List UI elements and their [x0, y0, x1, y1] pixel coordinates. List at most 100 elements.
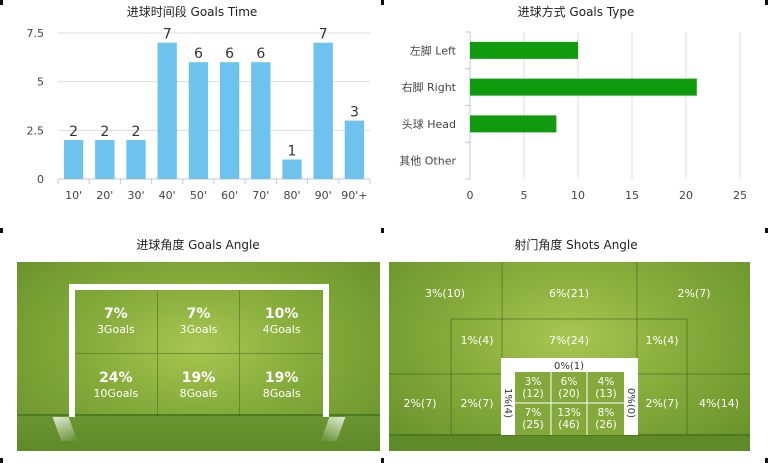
goals-time-title: 进球时间段 Goals Time	[126, 5, 258, 19]
corner-mark	[381, 458, 384, 463]
shots-angle-title: 射门角度 Shots Angle	[514, 238, 638, 252]
bar	[251, 62, 271, 180]
corner-mark	[765, 228, 768, 233]
bar	[282, 159, 302, 179]
zone-label: 2%(7)	[677, 287, 710, 300]
goal-zone-cell: 7% 3Goals	[75, 290, 158, 354]
goal-zone-cell: 10% 4Goals	[240, 290, 323, 354]
goal-frame-label: 1%(4)	[502, 388, 513, 418]
goal-frame	[69, 284, 329, 417]
bar-value-label: 1	[288, 144, 297, 160]
x-tick-label: 60'	[221, 189, 238, 202]
y-tick-label: 右脚 Right	[402, 80, 457, 94]
goal-zone-count: 8Goals	[179, 386, 218, 400]
goal-cell-label: 4% (13)	[595, 376, 617, 400]
bar	[470, 78, 697, 96]
corner-mark	[381, 0, 384, 5]
zone-label: 1%(4)	[645, 334, 678, 347]
bar	[63, 140, 84, 179]
x-tick-label: 70'	[252, 189, 269, 202]
bar-value-label: 6	[256, 46, 265, 62]
bar	[157, 42, 177, 179]
goals-angle-title: 进球角度 Goals Angle	[136, 238, 260, 252]
ground-line	[17, 414, 380, 416]
ground-shadow	[389, 436, 750, 451]
x-tick-label: 0	[467, 189, 474, 202]
zone-label: 2%(7)	[645, 397, 678, 410]
corner-mark	[765, 0, 768, 5]
bar-value-label: 2	[132, 124, 141, 140]
goal-zone-percent: 19%	[264, 369, 299, 386]
bar	[313, 42, 333, 179]
goal-zone-count: 8Goals	[262, 386, 301, 400]
bar	[344, 120, 365, 179]
x-tick-label: 10'	[65, 189, 82, 202]
ground-shadow	[17, 416, 380, 451]
goals-type-chart: 0 5 10 15 20 25 左脚 Left 右脚 Right 头球 Head 其他 Other	[399, 31, 747, 202]
zone-label: 7%(24)	[549, 334, 589, 347]
y-tick-label: 7.5	[27, 27, 45, 40]
goal-zone-count: 3Goals	[96, 322, 135, 336]
bar	[126, 140, 146, 179]
y-tick-label: 头球 Head	[402, 117, 456, 131]
bar	[95, 140, 115, 179]
goals-angle-pitch: 7% 3Goals 7% 3Goals 10% 4Goals 24% 10Goals 19% 8G…	[17, 262, 380, 451]
bar-value-label: 2	[69, 124, 78, 140]
bar	[470, 115, 557, 133]
x-tick-label: 20	[679, 189, 693, 202]
x-tick-label: 50'	[190, 189, 207, 202]
goals-type-title: 进球方式 Goals Type	[517, 5, 635, 19]
y-tick-label: 0	[37, 173, 44, 186]
zone-label: 4%(14)	[699, 397, 739, 410]
corner-mark	[0, 228, 3, 233]
goal-zone-cell: 19% 8Goals	[240, 354, 323, 418]
goal-cell-label: 13% (46)	[557, 407, 580, 431]
zone-label: 6%(21)	[549, 287, 589, 300]
x-tick-label: 90'+	[341, 189, 367, 202]
zone-label: 3%(10)	[425, 287, 465, 300]
goal-zone-percent: 10%	[264, 305, 299, 322]
bar-value-label: 7	[163, 27, 172, 43]
bar	[219, 62, 240, 180]
goal-zone-cell: 19% 8Goals	[158, 353, 241, 417]
x-tick-label: 40'	[159, 189, 176, 202]
corner-mark	[381, 228, 384, 233]
goal-cell-label: 7% (25)	[522, 407, 544, 431]
x-tick-label: 25	[733, 189, 747, 202]
bar-value-label: 3	[350, 105, 359, 121]
goal-cell-label: 3% (12)	[522, 376, 544, 400]
shots-angle-pitch: 3%(10) 6%(21) 2%(7) 1%(4) 7%(24) 1%(4) 2%(7) 2%…	[389, 262, 750, 451]
y-tick-label: 其他 Other	[399, 155, 456, 168]
goal-zone-count: 10Goals	[93, 386, 139, 400]
shots-angle-map: 3%(10) 6%(21) 2%(7) 1%(4) 7%(24) 1%(4) 2%(7) 2%…	[389, 262, 750, 451]
goal-zone-percent: 19%	[181, 369, 216, 386]
goals-angle-grid: 7% 3Goals 7% 3Goals 10% 4Goals 24% 10Goals 19% 8G…	[75, 290, 323, 417]
bar-value-label: 7	[319, 27, 328, 43]
bar-value-label: 6	[194, 46, 203, 62]
bar	[188, 62, 209, 180]
goal-zone-count: 3Goals	[179, 322, 218, 336]
x-tick-label: 15	[625, 189, 639, 202]
bar-value-label: 6	[225, 46, 234, 62]
goal-cell-label: 8% (26)	[595, 407, 617, 431]
y-tick-label: 5	[37, 76, 44, 89]
x-tick-label: 80'	[283, 189, 300, 202]
bar-value-label: 2	[100, 124, 109, 140]
y-tick-label: 左脚 Left	[410, 43, 457, 57]
x-tick-label: 20'	[96, 189, 113, 202]
goal-zone-cell: 7% 3Goals	[157, 290, 241, 354]
goals-time-chart: 0 2.5 5 7.5 2 10' 2 20' 2 30' 7 40' 6 50' 6 60' 6 70' 1 80'…	[27, 27, 371, 202]
goal-zone-count: 4Goals	[262, 322, 301, 336]
x-tick-label: 30'	[127, 189, 144, 202]
corner-mark	[0, 458, 3, 463]
zone-label: 2%(7)	[460, 397, 493, 410]
goal-zone-cell: 24% 10Goals	[75, 353, 158, 417]
y-tick-label: 2.5	[27, 124, 45, 137]
corner-mark	[0, 0, 3, 5]
goal-zone-percent: 24%	[99, 369, 133, 386]
zone-label: 1%(4)	[460, 334, 493, 347]
x-tick-label: 5	[521, 189, 528, 202]
goal-cell-label: 6% (20)	[558, 376, 580, 400]
bar	[470, 41, 578, 59]
zone-label: 2%(7)	[403, 397, 436, 410]
